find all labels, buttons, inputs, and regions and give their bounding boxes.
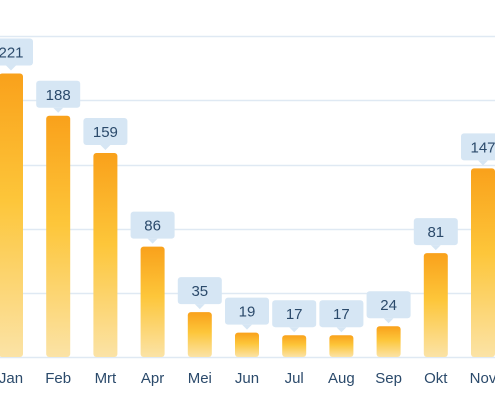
- bar-jun: [235, 332, 259, 357]
- value-label-text: 35: [191, 283, 208, 300]
- bars: [0, 73, 495, 358]
- value-label-box: [272, 300, 317, 328]
- value-label-pointer: [478, 160, 488, 166]
- value-label-pointer: [147, 238, 158, 244]
- bar-apr: [140, 246, 165, 357]
- value-label-aug: 17: [319, 300, 364, 333]
- value-label-text: 24: [380, 297, 397, 314]
- value-label-text: 147: [470, 139, 495, 156]
- x-tick-label-apr: Apr: [141, 370, 164, 387]
- value-label-text: 159: [93, 124, 118, 141]
- value-label-text: 17: [286, 306, 303, 323]
- bar-mrt: [93, 153, 118, 357]
- bar-nov: [471, 168, 495, 357]
- value-label-box: [177, 277, 222, 305]
- value-label-text: 17: [333, 306, 350, 323]
- value-labels: 221 188 159 86 35 19 17 17 24 81 147: [0, 38, 495, 333]
- value-label-pointer: [289, 327, 300, 333]
- value-label-text: 86: [144, 218, 161, 235]
- value-label-text: 188: [46, 87, 71, 104]
- x-tick-label-feb: Feb: [45, 370, 71, 387]
- value-label-mrt: 159: [83, 118, 128, 151]
- x-tick-label-okt: Okt: [424, 370, 448, 387]
- value-label-sep: 24: [366, 291, 411, 324]
- value-label-pointer: [53, 107, 64, 113]
- value-label-pointer: [100, 145, 111, 151]
- gridlines: [0, 35, 495, 359]
- value-label-text: 81: [427, 224, 444, 241]
- x-tick-label-mei: Mei: [188, 370, 212, 387]
- x-tick-label-jan: Jan: [0, 370, 23, 387]
- value-label-box: [36, 80, 81, 108]
- x-tick-label-jun: Jun: [235, 370, 259, 387]
- x-tick-label-mrt: Mrt: [95, 370, 117, 387]
- bar-jul: [282, 335, 307, 357]
- value-label-okt: 81: [413, 218, 458, 251]
- x-tick-label-nov: Nov: [470, 370, 495, 387]
- value-label-pointer: [6, 65, 16, 71]
- bar-okt: [423, 253, 448, 357]
- value-label-pointer: [194, 304, 205, 310]
- x-tick-label-aug: Aug: [328, 370, 355, 387]
- x-axis-tick-labels: Jan Feb Mrt Apr Mei Jun Jul Aug Sep Okt Nov: [0, 370, 495, 387]
- value-label-pointer: [336, 327, 347, 333]
- x-tick-label-sep: Sep: [375, 370, 402, 387]
- value-label-jan: 221: [0, 38, 33, 71]
- bar-feb: [46, 115, 71, 358]
- bar-jan: [0, 73, 23, 357]
- value-label-mei: 35: [177, 277, 222, 310]
- x-tick-label-jul: Jul: [285, 370, 304, 387]
- value-label-nov: 147: [461, 133, 495, 166]
- value-label-box: [83, 118, 128, 146]
- value-label-box: [366, 291, 411, 319]
- value-label-pointer: [430, 245, 441, 251]
- value-label-feb: 188: [36, 80, 81, 113]
- bar-mei: [187, 312, 212, 357]
- value-label-box: [0, 38, 33, 66]
- value-label-box: [225, 297, 269, 325]
- value-label-text: 221: [0, 44, 24, 61]
- value-label-box: [319, 300, 364, 328]
- value-label-jul: 17: [272, 300, 317, 333]
- value-label-jun: 19: [225, 297, 269, 330]
- value-label-box: [130, 211, 175, 239]
- value-label-box: [461, 133, 495, 161]
- value-label-box: [413, 218, 458, 246]
- value-label-pointer: [242, 324, 252, 330]
- bar-aug: [329, 335, 354, 357]
- value-label-text: 19: [239, 304, 256, 321]
- value-label-pointer: [383, 318, 394, 324]
- value-label-apr: 86: [130, 211, 175, 244]
- bar-sep: [376, 326, 401, 357]
